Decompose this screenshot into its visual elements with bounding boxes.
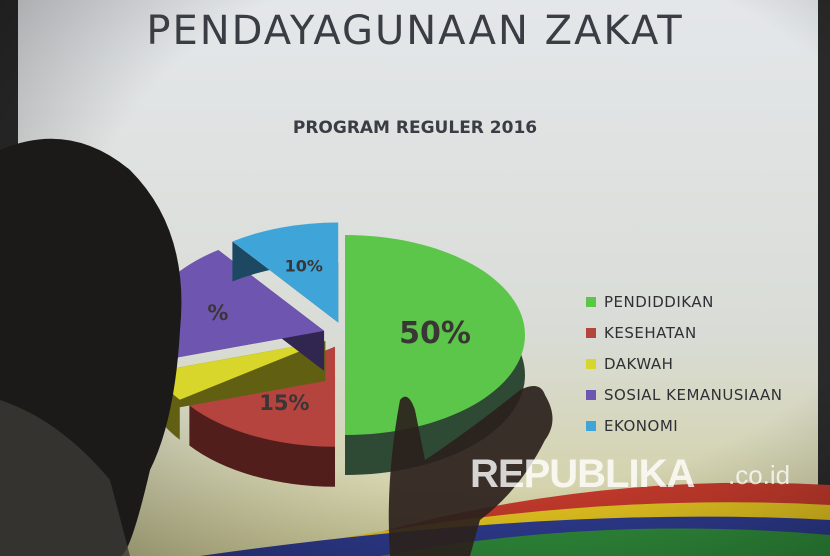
legend-swatch [586,358,596,369]
chart-title: PROGRAM REGULER 2016 [292,118,538,138]
legend-label: SOSIAL KEMANUSIAAN [604,385,783,404]
legend-label: PENDIDDIKAN [604,292,714,311]
legend-swatch [586,420,596,431]
data-label: 15% [259,391,309,415]
legend-label: EKONOMI [604,416,679,435]
legend-item: EKONOMI [586,410,782,441]
legend: PENDIDDIKAN KESEHATAN DAKWAH SOSIAL KEMANUS… [586,286,782,441]
pie-slice-ekonomi: 10% [232,222,339,363]
pie-slice-pendiddikan: 50% [345,235,525,475]
data-label: 50% [399,316,471,351]
pie-slice-top [232,222,339,323]
legend-item: SOSIAL KEMANUSIAAN [586,379,782,410]
legend-item: KESEHATAN [586,317,782,348]
legend-label: KESEHATAN [604,323,697,342]
legend-swatch [586,327,596,338]
data-label: 10% [285,256,323,275]
pie-slice-dakwah [154,340,326,440]
pie-slice-sosial-kemanusiaan: % [144,250,325,402]
watermark-suffix: .co.id [728,460,791,490]
legend-swatch [586,389,596,400]
watermark-brand: REPUBLIKA [470,452,695,496]
pie-slice-top [144,250,325,362]
pie-slice-top [154,340,326,400]
legend-label: DAKWAH [604,354,674,373]
legend-item: PENDIDDIKAN [586,286,782,317]
slide-title: PENDAYAGUNAAN ZAKAT [146,8,684,54]
legend-swatch [586,296,596,307]
data-label: % [207,301,228,325]
pie-slice-top [345,235,525,435]
legend-item: DAKWAH [586,348,782,379]
